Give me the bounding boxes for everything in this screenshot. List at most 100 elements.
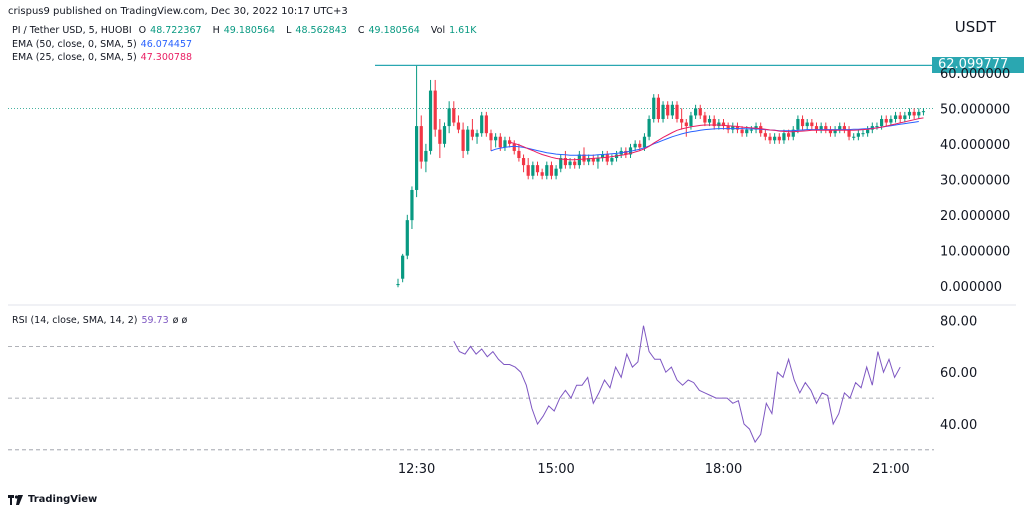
candle-body bbox=[633, 143, 637, 148]
low-value: 48.562843 bbox=[295, 25, 347, 36]
candle-body bbox=[591, 158, 595, 162]
candle-body bbox=[610, 158, 614, 162]
candle-body bbox=[703, 115, 707, 123]
rsi-tick-label: 40.00 bbox=[940, 418, 977, 433]
price-tick-label: 20.000000 bbox=[940, 209, 1010, 224]
candle-body bbox=[461, 129, 465, 151]
time-tick-label: 12:30 bbox=[398, 462, 435, 477]
candle-body bbox=[489, 133, 493, 141]
candle-body bbox=[512, 143, 516, 151]
candle-body bbox=[647, 118, 651, 137]
candle-body bbox=[503, 140, 507, 148]
candle-body bbox=[596, 158, 600, 162]
symbol-legend: PI / Tether USD, 5, HUOBI O 48.722367 H 49… bbox=[12, 25, 477, 36]
currency-label: USDT bbox=[954, 18, 996, 36]
current-price-tag: 62.099777 bbox=[932, 57, 1024, 74]
candle-body bbox=[819, 126, 823, 130]
price-tick-label: 10.000000 bbox=[940, 244, 1010, 259]
candle-body bbox=[805, 122, 809, 127]
candle-body bbox=[456, 122, 461, 130]
candle-body bbox=[777, 136, 781, 141]
candle-body bbox=[656, 97, 660, 119]
candle-body bbox=[773, 136, 777, 141]
candle-body bbox=[856, 133, 860, 137]
price-tick-label: 60.000000 bbox=[940, 67, 1010, 82]
candle-body bbox=[438, 129, 442, 144]
candle-body bbox=[721, 122, 726, 127]
candle-body bbox=[466, 129, 470, 151]
candle-body bbox=[480, 115, 484, 134]
candle-body bbox=[508, 140, 512, 144]
candle-body bbox=[563, 158, 567, 166]
candle-body bbox=[494, 136, 498, 141]
price-tick-label: 0.000000 bbox=[940, 280, 1002, 295]
candle-body bbox=[638, 143, 642, 148]
candle-body bbox=[921, 111, 926, 113]
ema50-value: 46.074457 bbox=[140, 39, 193, 50]
tradingview-logo-icon bbox=[8, 494, 24, 505]
candle-body bbox=[680, 118, 684, 123]
candle-body bbox=[661, 104, 665, 119]
price-tick-label: 50.000000 bbox=[940, 102, 1010, 117]
candle-body bbox=[824, 126, 828, 130]
candle-body bbox=[852, 136, 856, 138]
candle-body bbox=[828, 129, 833, 134]
rsi-legend: RSI (14, close, SMA, 14, 2) 59.73 ø ø bbox=[12, 315, 188, 326]
candle-body bbox=[763, 133, 767, 137]
rsi-value: 59.73 bbox=[141, 315, 169, 326]
candle-body bbox=[587, 158, 591, 162]
high-value: 49.180564 bbox=[223, 25, 276, 36]
candle-body bbox=[800, 118, 805, 127]
candle-body bbox=[396, 284, 400, 286]
candle-body bbox=[601, 154, 605, 159]
candle-body bbox=[689, 115, 693, 127]
symbol-name: PI / Tether USD, 5, HUOBI bbox=[12, 25, 132, 36]
candle-body bbox=[545, 165, 549, 176]
candle-body bbox=[424, 150, 428, 162]
ema25-value: 47.300788 bbox=[140, 52, 193, 63]
candle-body bbox=[559, 158, 563, 169]
candle-body bbox=[875, 126, 879, 128]
candle-body bbox=[726, 126, 730, 130]
candle-body bbox=[694, 108, 698, 116]
publish-header: crispus9 published on TradingView.com, D… bbox=[8, 6, 348, 17]
candle-body bbox=[526, 165, 530, 176]
candle-body bbox=[814, 126, 819, 130]
candle-body bbox=[428, 90, 433, 151]
open-value: 48.722367 bbox=[150, 25, 202, 36]
candle-body bbox=[405, 220, 409, 256]
candle-body bbox=[768, 136, 772, 141]
candle-body bbox=[447, 108, 451, 127]
candle-body bbox=[838, 126, 842, 130]
candle-body bbox=[568, 161, 572, 166]
rsi-line bbox=[453, 325, 901, 444]
ema25-line bbox=[509, 117, 924, 161]
candle-body bbox=[898, 115, 902, 119]
candle-body bbox=[842, 126, 846, 130]
candle-body bbox=[521, 158, 526, 166]
candle-body bbox=[452, 108, 456, 123]
candle-body bbox=[531, 165, 535, 176]
candle-body bbox=[554, 168, 558, 176]
ema50-line bbox=[490, 121, 919, 156]
candle-body bbox=[707, 118, 712, 123]
volume-value: 1.61K bbox=[449, 25, 477, 36]
candle-body bbox=[666, 104, 670, 116]
candle-body bbox=[787, 133, 791, 137]
candle-body bbox=[917, 111, 921, 116]
candle-body bbox=[419, 126, 423, 162]
candle-body bbox=[907, 111, 912, 116]
candle-body bbox=[624, 150, 628, 155]
candle-body bbox=[717, 122, 721, 127]
time-tick-label: 18:00 bbox=[705, 462, 742, 477]
candle-body bbox=[684, 122, 688, 127]
candle-body bbox=[410, 189, 414, 221]
candle-body bbox=[884, 118, 888, 123]
candle-body bbox=[740, 129, 744, 134]
rsi-tick-label: 80.00 bbox=[940, 315, 977, 330]
close-value: 49.180564 bbox=[368, 25, 420, 36]
candle-body bbox=[749, 129, 753, 131]
candle-body bbox=[712, 118, 716, 127]
